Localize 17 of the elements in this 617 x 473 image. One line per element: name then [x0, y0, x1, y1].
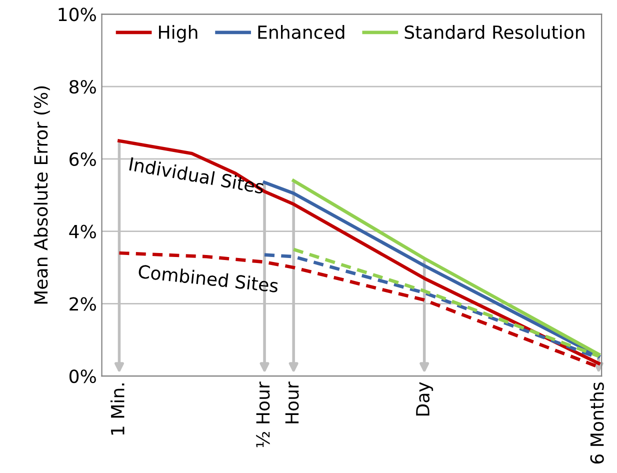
x-tick-label: Hour	[285, 382, 299, 424]
x-tick-label: 6 Months	[590, 382, 604, 464]
y-tick-label: 4%	[69, 224, 96, 238]
y-tick-label: 6%	[70, 152, 96, 166]
y-tick-label: 10%	[58, 8, 96, 22]
y-tick-label: 2%	[70, 297, 96, 311]
y-tick-label: 8%	[70, 80, 96, 94]
y-tick-label: 0%	[69, 369, 96, 384]
legend-label: High	[159, 25, 198, 42]
annotation: Individual Sites	[129, 156, 265, 194]
legend-label: Enhanced	[258, 25, 344, 39]
x-tick-label: Day	[416, 382, 434, 416]
x-tick-label: ½ Hour	[256, 382, 270, 448]
annotation: Combined Sites	[138, 264, 279, 293]
x-tick-label: 1 Min.	[110, 384, 124, 435]
legend-label: Standard Resolution	[404, 25, 584, 39]
y-axis-title: Mean Absolute Error (%)	[34, 86, 50, 304]
